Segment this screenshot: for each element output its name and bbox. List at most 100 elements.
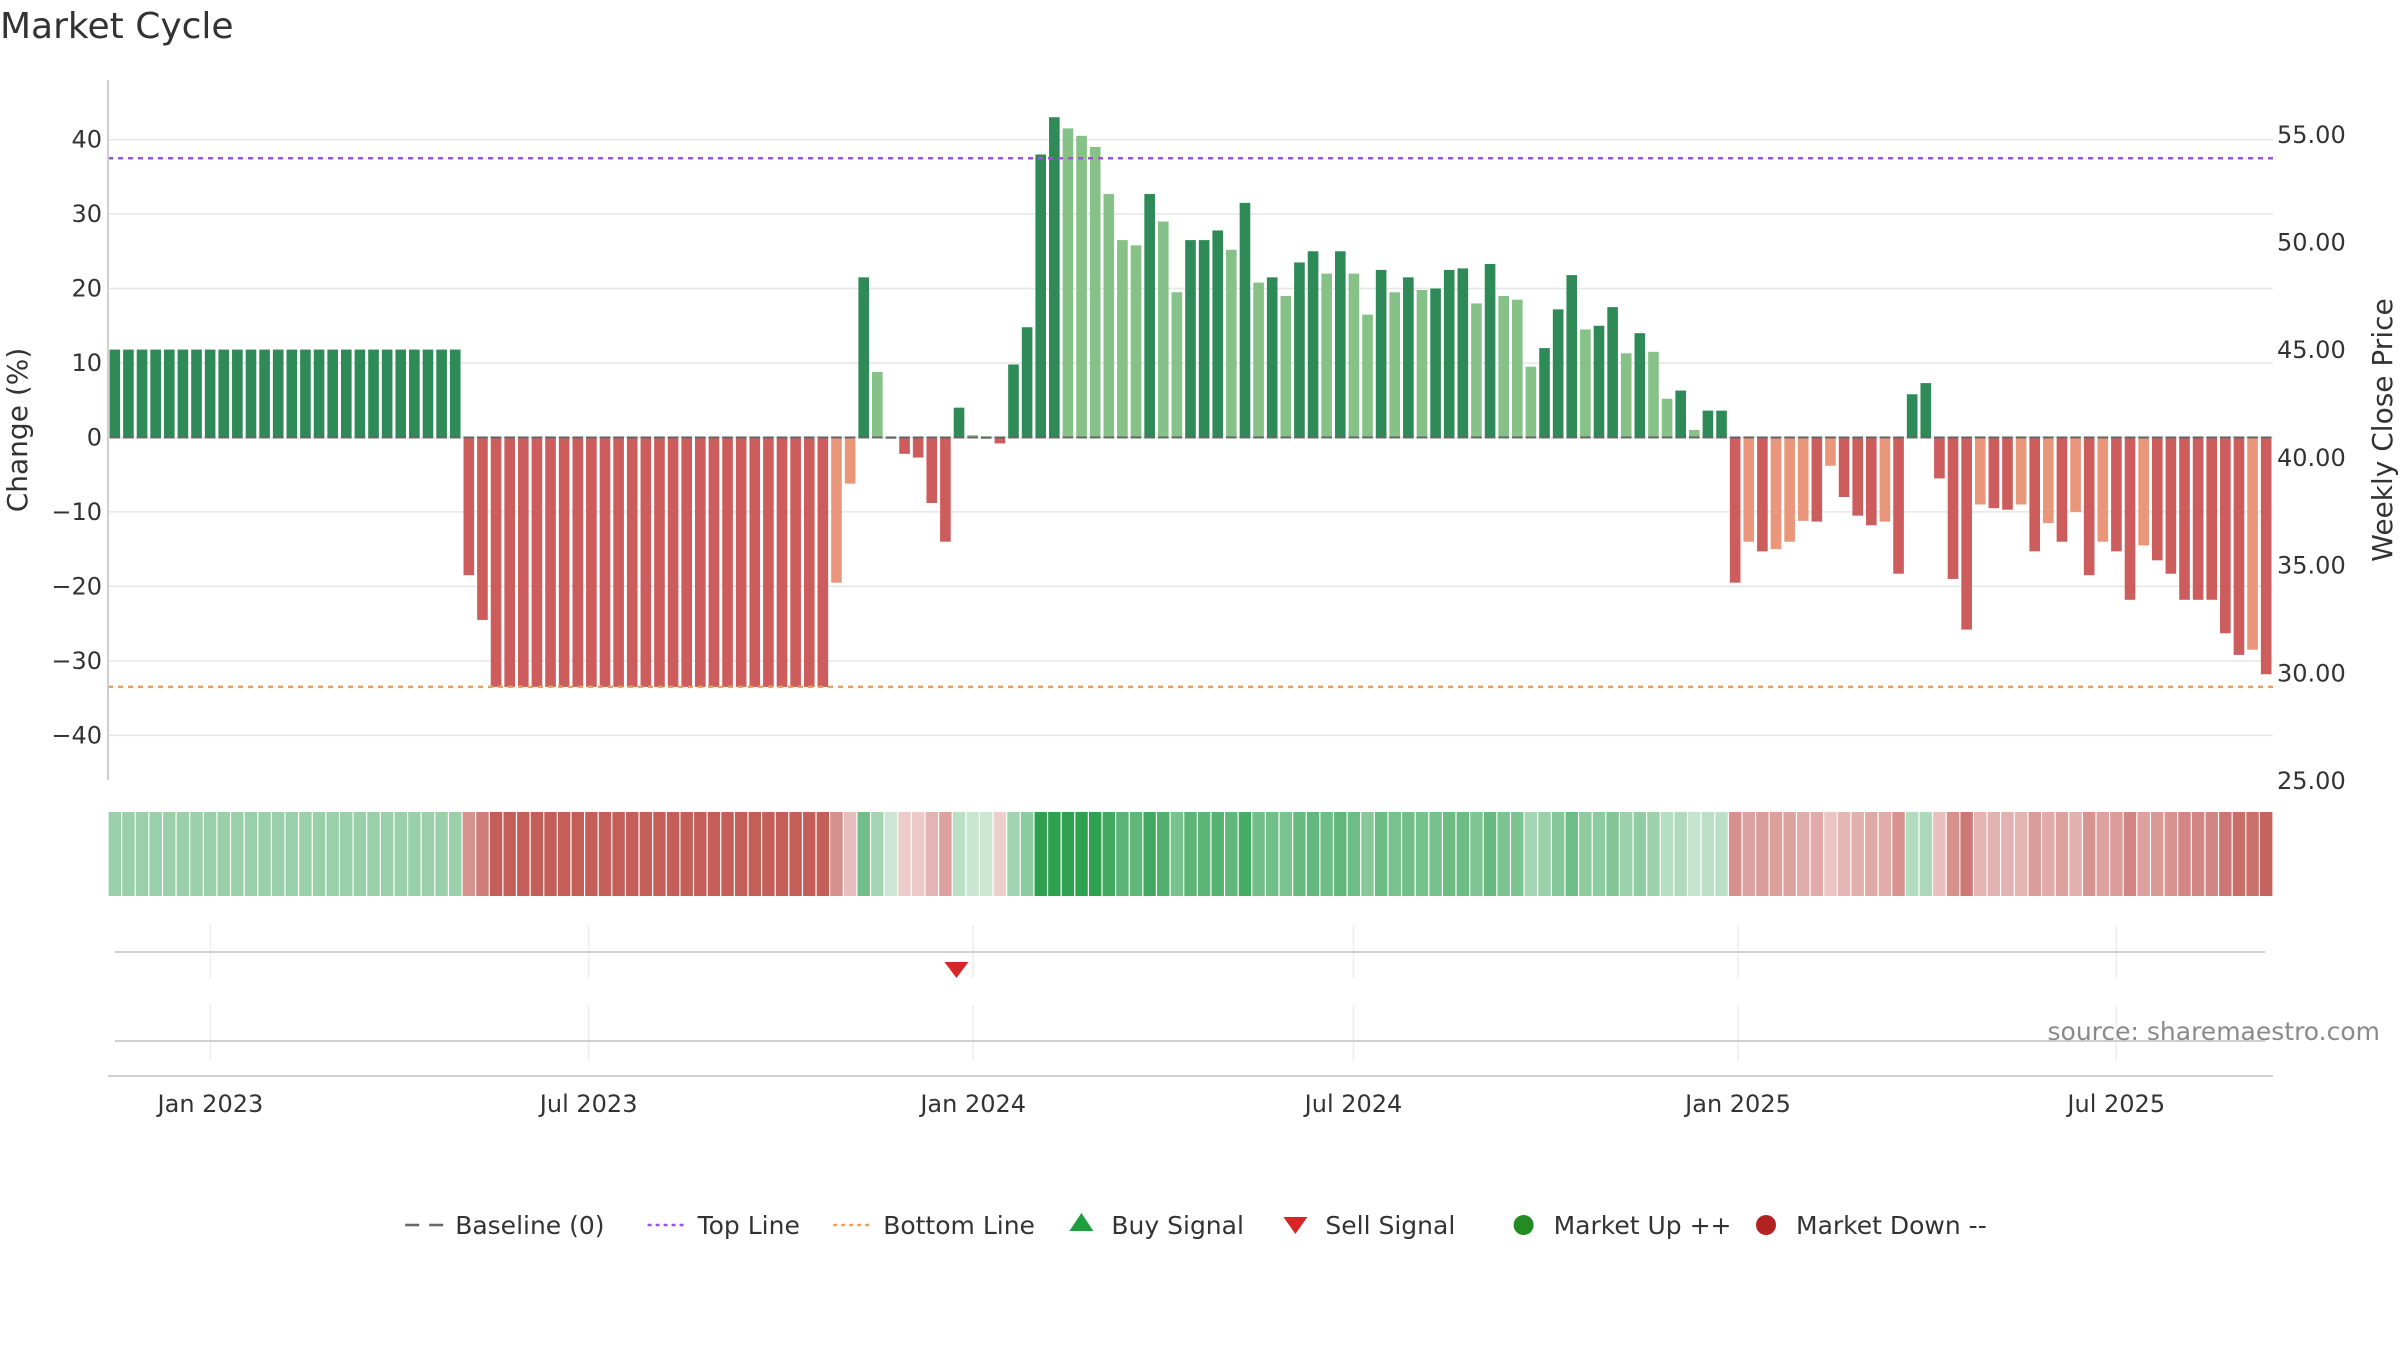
heatmap-cell <box>1415 812 1429 896</box>
sell-signal-marker <box>944 962 969 978</box>
heatmap-cell <box>789 812 802 896</box>
heatmap-cell <box>2232 812 2246 896</box>
bar <box>1661 398 1673 438</box>
bar <box>1947 437 1959 579</box>
heatmap-cell <box>1769 812 1783 896</box>
heatmap-cell <box>1456 812 1470 896</box>
x-tick-label: Jan 2023 <box>156 1090 264 1118</box>
x-tick-label: Jul 2023 <box>538 1090 638 1118</box>
bar <box>1539 348 1550 438</box>
heatmap-cell <box>1347 812 1361 896</box>
bar <box>1934 437 1945 479</box>
heatmap-cell <box>1388 812 1401 896</box>
bar <box>1702 410 1714 438</box>
legend-label: Buy Signal <box>1111 1211 1244 1240</box>
bar <box>1498 295 1509 438</box>
heatmap-cell <box>1306 812 1320 896</box>
bar <box>1961 437 1972 630</box>
bar <box>817 437 829 687</box>
heatmap-strip <box>108 812 2273 896</box>
heatmap-cell <box>1960 812 1973 896</box>
legend-label: Market Down -- <box>1796 1211 1987 1240</box>
legend: Baseline (0) Top Line Bottom Line Buy Signa… <box>405 1211 1987 1240</box>
bar <box>1648 351 1659 438</box>
heatmap-cell <box>1892 812 1905 896</box>
heatmap-cell <box>1728 812 1742 896</box>
bar <box>1362 314 1373 438</box>
bar <box>409 349 420 438</box>
heatmap-cell <box>163 812 176 896</box>
heatmap-cell <box>1129 812 1143 896</box>
heatmap-cell <box>1293 812 1306 896</box>
bar <box>1811 437 1823 522</box>
heatmap-cell <box>639 812 653 896</box>
bar <box>1049 117 1060 438</box>
bar <box>722 437 733 687</box>
bar <box>245 349 257 438</box>
heatmap-cell <box>557 812 571 896</box>
legend-circle-symbol <box>1756 1215 1776 1235</box>
heatmap-cell <box>1660 812 1674 896</box>
y-right-tick-label: 30.00 <box>2277 659 2346 687</box>
bar <box>1457 268 1469 438</box>
bar <box>1403 277 1414 438</box>
bar <box>1117 240 1128 438</box>
heatmap-cell <box>830 812 843 896</box>
bar <box>1021 327 1033 438</box>
heatmap-cell <box>1688 812 1701 896</box>
bar <box>1307 251 1319 438</box>
bar <box>1580 329 1591 438</box>
legend-item: Buy Signal <box>1069 1211 1244 1240</box>
bar <box>2165 437 2177 574</box>
axes: 40 30 20 10 0 −10 −20 −30 −40 55.00 50.00 45.00 40.0… <box>51 80 2346 1118</box>
bar <box>586 437 597 687</box>
heatmap-cell <box>1102 812 1116 896</box>
bar <box>613 437 624 687</box>
bar <box>354 349 366 438</box>
heatmap-cell <box>1211 812 1224 896</box>
heatmap-cell <box>2137 812 2150 896</box>
bar <box>1511 299 1523 438</box>
heatmap-cell <box>326 812 339 896</box>
bar <box>504 437 515 687</box>
heatmap-cell <box>271 812 285 896</box>
heatmap-cell <box>1116 812 1129 896</box>
legend-item: Sell Signal <box>1283 1211 1455 1240</box>
heatmap-cell <box>1048 812 1061 896</box>
heatmap-cell <box>1837 812 1851 896</box>
heatmap-cell <box>203 812 217 896</box>
heatmap-cell <box>122 812 135 896</box>
heatmap-cell <box>626 812 639 896</box>
bar <box>654 437 665 687</box>
heatmap-cell <box>1075 812 1088 896</box>
bar <box>1566 275 1578 438</box>
bar <box>1988 437 2000 509</box>
legend-item: Baseline (0) <box>405 1211 605 1240</box>
y-right-tick-label: 35.00 <box>2277 552 2346 580</box>
heatmap-cell <box>1225 812 1238 896</box>
bar <box>1906 394 1918 438</box>
bar <box>572 437 584 687</box>
bar <box>191 349 202 438</box>
heatmap-cell <box>721 812 734 896</box>
y-left-tick-label: −40 <box>51 721 102 749</box>
bar <box>1239 202 1251 438</box>
heatmap-cell <box>1483 812 1497 896</box>
heatmap-cell <box>571 812 584 896</box>
heatmap-cell <box>2205 812 2218 896</box>
legend-sell-symbol <box>1283 1217 1308 1234</box>
heatmap-cell <box>1238 812 1252 896</box>
heatmap-cell <box>312 812 326 896</box>
bar <box>218 349 230 438</box>
heatmap-cell <box>2164 812 2178 896</box>
heatmap-cell <box>694 812 707 896</box>
bar <box>1130 245 1142 438</box>
heatmap-cell <box>2069 812 2082 896</box>
heatmap-cell <box>925 812 938 896</box>
heatmap-cell <box>1933 812 1946 896</box>
bar <box>449 349 461 438</box>
heatmap-cell <box>1783 812 1796 896</box>
bar <box>558 437 570 687</box>
heatmap-cell <box>2055 812 2069 896</box>
bar <box>831 437 842 583</box>
